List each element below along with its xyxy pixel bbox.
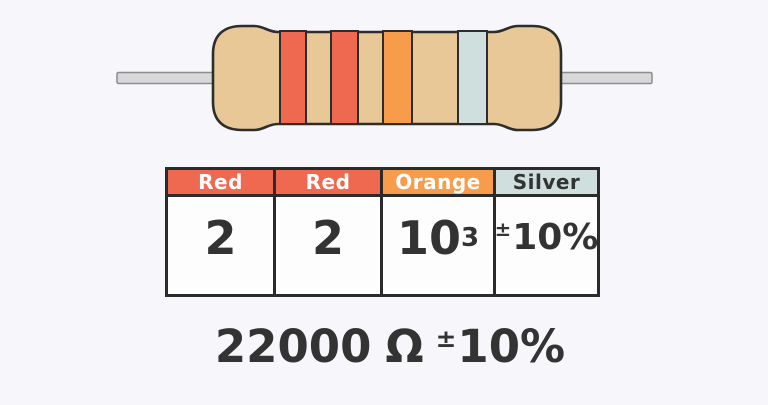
result-plus-minus-sign: ± <box>435 323 457 353</box>
plus-minus-sign: ± <box>494 218 512 242</box>
table-header-orange: Orange <box>383 170 496 197</box>
table-value-digit-2: 2 <box>276 197 383 294</box>
result-tolerance: ±10% <box>436 320 565 373</box>
tolerance-percent: 10% <box>512 216 599 258</box>
result-unit-ohm: Ω <box>385 320 424 373</box>
band-red-1 <box>279 30 307 125</box>
table-header-red-2: Red <box>276 170 383 197</box>
table-header-red-1: Red <box>168 170 276 197</box>
digit-2-text: 2 <box>311 210 344 265</box>
result-value: 22000 <box>214 320 372 373</box>
resistor-lead-left <box>116 71 218 85</box>
digit-1-text: 2 <box>204 210 237 265</box>
table-header-silver: Silver <box>496 170 597 197</box>
resistance-result: 22000 Ω ±10% <box>0 324 768 369</box>
band-silver <box>457 30 488 125</box>
table-value-tolerance: ±10% <box>494 197 599 294</box>
band-orange <box>382 30 413 125</box>
table-value-digit-1: 2 <box>168 197 276 294</box>
tolerance-text: ±10% <box>494 216 599 258</box>
band-red-2 <box>330 30 359 125</box>
resistor-illustration <box>116 24 653 132</box>
resistor-lead-right <box>549 71 653 85</box>
color-code-table: Red Red Orange Silver 2 2 10 3 ±10% <box>165 167 600 297</box>
multiplier-base: 10 <box>396 210 461 265</box>
result-tolerance-percent: 10% <box>457 320 566 373</box>
table-value-multiplier: 10 3 <box>383 197 496 294</box>
